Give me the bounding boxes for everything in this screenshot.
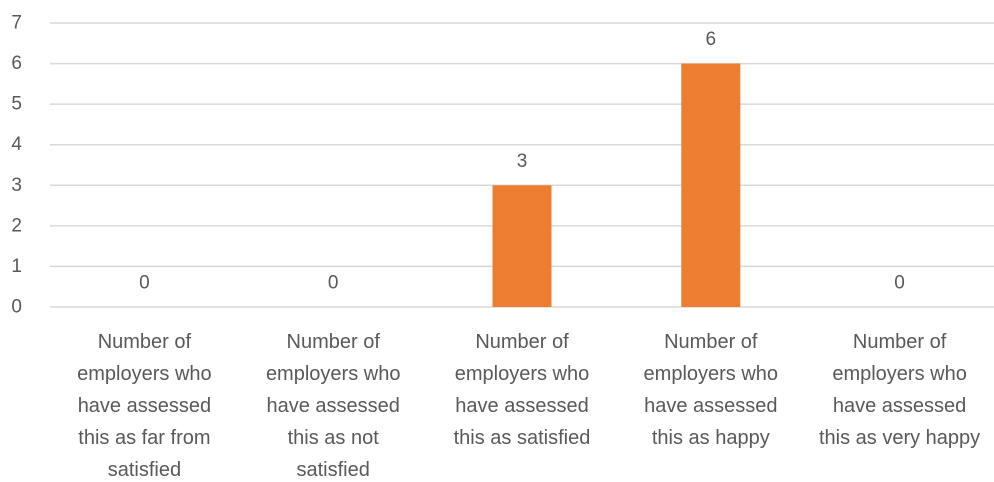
y-tick-label: 2 — [11, 215, 22, 236]
y-axis-ticks: 0 1 2 3 4 5 6 7 — [11, 13, 22, 318]
x-category-label-line: this as far from — [78, 427, 210, 449]
bar — [681, 63, 741, 308]
y-tick-label: 0 — [11, 297, 22, 318]
x-category-label: Number of employers who have assessed this … — [266, 331, 401, 481]
x-category-label-line: this as happy — [652, 427, 770, 449]
y-tick-label: 6 — [11, 53, 22, 74]
x-category-label-line: employers who — [644, 363, 779, 385]
x-category-label: Number of employers who have assessed this … — [77, 331, 212, 481]
x-category-label-line: have assessed — [266, 395, 399, 417]
x-category-label-line: satisfied — [297, 459, 370, 481]
x-category-label: Number of employers who have assessed this … — [819, 331, 980, 449]
x-category-label-line: employers who — [77, 363, 212, 385]
y-tick-label: 1 — [11, 256, 22, 277]
x-category-label-line: Number of — [664, 331, 758, 353]
x-category-label: Number of employers who have assessed this … — [454, 331, 591, 449]
x-category-label-line: this as not — [288, 427, 380, 449]
x-category-label-line: Number of — [98, 331, 192, 353]
y-tick-label: 7 — [11, 13, 22, 34]
bar — [492, 185, 552, 307]
x-category-label-line: this as satisfied — [454, 427, 591, 449]
x-category-label-line: employers who — [266, 363, 401, 385]
x-category-label-line: Number of — [475, 331, 569, 353]
x-category-label-line: have assessed — [644, 395, 777, 417]
y-tick-label: 3 — [11, 175, 22, 196]
x-category-label: Number of employers who have assessed this … — [644, 331, 779, 449]
data-label: 0 — [894, 273, 905, 294]
x-category-label-line: employers who — [832, 363, 967, 385]
x-category-label-line: have assessed — [833, 395, 966, 417]
data-label: 0 — [328, 273, 339, 294]
x-category-label-line: have assessed — [78, 395, 211, 417]
x-category-label-line: this as very happy — [819, 427, 980, 449]
data-label: 3 — [517, 151, 528, 172]
data-labels: 0 0 3 6 0 — [139, 29, 905, 293]
x-category-label-line: have assessed — [455, 395, 588, 417]
bars — [492, 63, 741, 308]
y-tick-label: 4 — [11, 134, 22, 155]
x-category-label-line: employers who — [455, 363, 590, 385]
x-category-label-line: Number of — [287, 331, 381, 353]
y-tick-label: 5 — [11, 94, 22, 115]
data-label: 0 — [139, 273, 150, 294]
data-label: 6 — [706, 29, 717, 50]
x-category-label-line: Number of — [853, 331, 947, 353]
x-axis-categories: Number of employers who have assessed this … — [77, 331, 980, 481]
x-category-label-line: satisfied — [108, 459, 181, 481]
